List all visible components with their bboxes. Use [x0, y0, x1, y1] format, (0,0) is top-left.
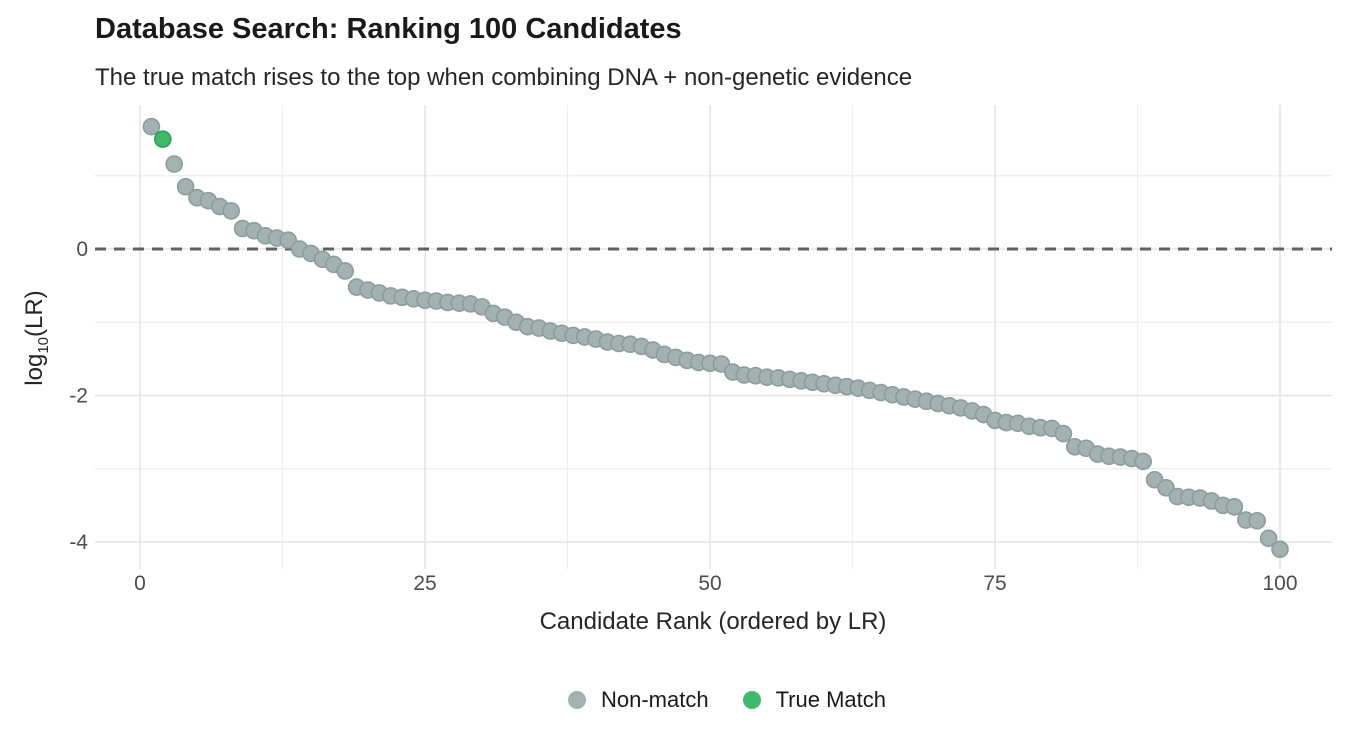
true-match-marker-icon: [742, 691, 761, 709]
gridlines: [95, 105, 1332, 569]
y-axis-tick-labels: 0 -2 -4: [69, 238, 88, 554]
chart-canvas: 0 25 50 75 100 0 -2 -4 Database Search: Rankin…: [21, 13, 1332, 635]
x-tick-label: 75: [983, 572, 1006, 595]
true-match-point: [154, 130, 172, 148]
non-match-point: [1248, 511, 1266, 530]
non-match-point: [222, 202, 240, 220]
non-match-point: [1157, 478, 1175, 497]
non-match-point: [336, 262, 355, 280]
legend-label-non-match: Non-match: [600, 687, 709, 712]
x-tick-label: 0: [134, 572, 146, 595]
non-match-point: [176, 177, 195, 196]
y-tick-label: 0: [76, 238, 88, 261]
non-match-marker-icon: [567, 691, 586, 709]
non-match-point: [279, 231, 298, 250]
y-axis-title-subscript: 10: [35, 337, 52, 354]
non-match-point: [1259, 529, 1278, 548]
legend-label-true-match: True Match: [775, 687, 887, 712]
y-axis-title-suffix: (LR): [21, 290, 48, 337]
chart-title: Database Search: Ranking 100 Candidates: [95, 13, 682, 45]
non-match-point: [1054, 424, 1073, 443]
scatter-points: [142, 117, 1289, 559]
y-axis-title-prefix: log: [21, 354, 48, 386]
x-axis-tick-labels: 0 25 50 75 100: [134, 572, 1297, 595]
legend-item-true-match: True Match: [742, 687, 887, 713]
y-axis-title: log10(LR): [21, 290, 52, 385]
non-match-point: [1271, 540, 1289, 559]
non-match-point: [1225, 498, 1244, 516]
x-axis-title: Candidate Rank (ordered by LR): [540, 608, 887, 635]
y-tick-label: -2: [69, 385, 88, 408]
x-tick-label: 25: [413, 572, 436, 595]
non-match-point: [165, 155, 183, 173]
y-tick-label: -4: [69, 531, 88, 554]
legend-item-non-match: Non-match: [567, 687, 709, 713]
x-tick-label: 50: [698, 572, 721, 595]
non-match-point: [1134, 452, 1152, 471]
non-match-point: [142, 117, 161, 136]
chart-subtitle: The true match rises to the top when com…: [95, 64, 912, 91]
legend: Non-match True Match: [0, 687, 1350, 713]
x-tick-label: 100: [1262, 572, 1297, 595]
